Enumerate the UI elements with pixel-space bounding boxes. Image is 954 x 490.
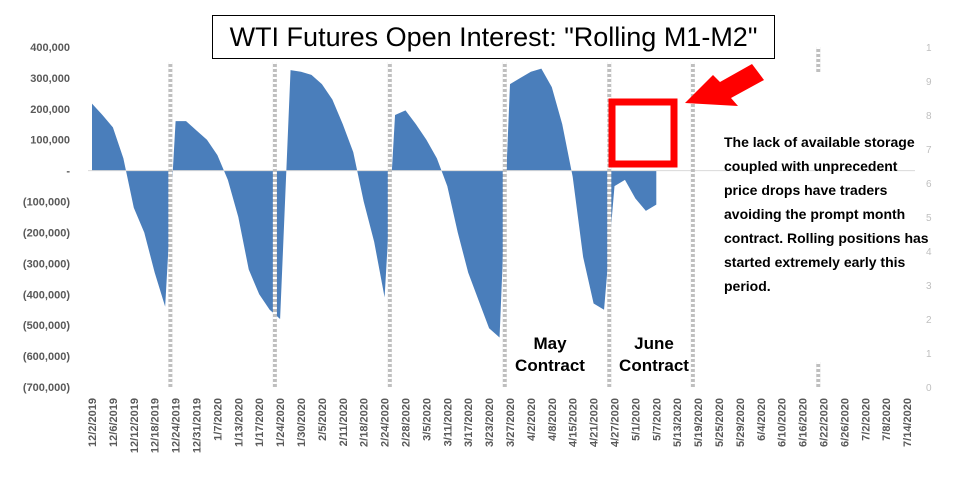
- x-tick-label: 2/5/2020: [317, 398, 329, 441]
- x-tick-label: 3/11/2020: [442, 398, 454, 446]
- x-tick-label: 3/27/2020: [505, 398, 517, 447]
- y2-tick-label: 4: [926, 247, 932, 258]
- y2-tick-label: 0: [926, 383, 932, 394]
- x-tick-label: 7/2/2020: [860, 398, 872, 441]
- y-tick-label: (200,000): [23, 227, 70, 239]
- arrow: [685, 64, 764, 106]
- x-tick-label: 12/31/2019: [192, 398, 204, 453]
- x-tick-label: 6/26/2020: [839, 398, 851, 447]
- y-tick-label: 400,000: [30, 42, 70, 54]
- x-tick-label: 12/18/2019: [150, 398, 162, 453]
- x-tick-label: 7/8/2020: [881, 398, 893, 441]
- y2-tick-label: 8: [926, 111, 932, 122]
- annotation: May Contract: [515, 334, 585, 375]
- x-tick-label: 12/12/2019: [129, 398, 141, 453]
- x-tick-label: 1/24/2020: [275, 398, 287, 447]
- y-tick-label: (100,000): [23, 197, 70, 209]
- x-tick-label: 12/24/2019: [171, 398, 183, 453]
- y-tick-label: (700,000): [23, 382, 70, 394]
- x-tick-label: 5/19/2020: [693, 398, 705, 447]
- y-tick-label: 300,000: [30, 73, 70, 85]
- y-tick-label: -: [66, 166, 70, 178]
- y2-tick-label: 9: [926, 77, 932, 88]
- x-tick-label: 6/16/2020: [798, 398, 810, 447]
- x-tick-label: 2/24/2020: [380, 398, 392, 447]
- area: [92, 68, 657, 338]
- y-tick-label: (400,000): [23, 289, 70, 301]
- x-tick-label: 4/8/2020: [547, 398, 559, 441]
- y2-tick-label: 2: [926, 315, 932, 326]
- x-tick-label: 5/7/2020: [651, 398, 663, 441]
- y-tick-label: (300,000): [23, 258, 70, 270]
- x-tick-label: 1/7/2020: [212, 398, 224, 441]
- x-tick-label: 1/17/2020: [254, 398, 266, 447]
- y2-tick-label: 5: [926, 213, 932, 224]
- x-tick-label: 12/2/2019: [87, 398, 99, 447]
- x-tick-label: 4/15/2020: [568, 398, 580, 447]
- x-tick-label: 6/10/2020: [777, 398, 789, 447]
- y-tick-label: 100,000: [30, 135, 70, 147]
- x-tick-label: 5/13/2020: [672, 398, 684, 447]
- x-tick-label: 2/28/2020: [401, 398, 413, 447]
- x-tick-label: 5/25/2020: [714, 398, 726, 447]
- x-tick-label: 1/13/2020: [233, 398, 245, 447]
- y2-tick-label: 3: [926, 281, 932, 292]
- y2-tick-label: 6: [926, 179, 932, 190]
- x-tick-label: 2/18/2020: [359, 398, 371, 447]
- annotation: The lack of available storage coupled wi…: [724, 134, 929, 294]
- x-tick-label: 2/11/2020: [338, 398, 350, 446]
- chart-title: WTI Futures Open Interest: "Rolling M1-M…: [212, 15, 775, 59]
- y-tick-label: (600,000): [23, 351, 70, 363]
- x-tick-label: 12/6/2019: [108, 398, 120, 447]
- x-tick-label: 4/27/2020: [610, 398, 622, 447]
- y-tick-label: 200,000: [30, 104, 70, 116]
- highlight-box: [608, 98, 678, 168]
- x-tick-label: 3/17/2020: [463, 398, 475, 447]
- x-tick-label: 6/22/2020: [819, 398, 831, 447]
- x-tick-label: 7/14/2020: [902, 398, 914, 447]
- x-tick-label: 1/30/2020: [296, 398, 308, 447]
- y-tick-label: (500,000): [23, 320, 70, 332]
- x-tick-label: 3/5/2020: [421, 398, 433, 441]
- x-tick-label: 6/4/2020: [756, 398, 768, 441]
- y2-tick-label: 1: [926, 349, 932, 360]
- x-tick-label: 5/1/2020: [630, 398, 642, 441]
- y2-tick-label: 1: [926, 43, 932, 54]
- x-tick-label: 5/29/2020: [735, 398, 747, 447]
- annotation: June Contract: [619, 334, 689, 375]
- x-tick-label: 4/21/2020: [589, 398, 601, 447]
- x-tick-label: 3/23/2020: [484, 398, 496, 447]
- x-tick-label: 4/2/2020: [526, 398, 538, 441]
- y2-tick-label: 7: [926, 145, 932, 156]
